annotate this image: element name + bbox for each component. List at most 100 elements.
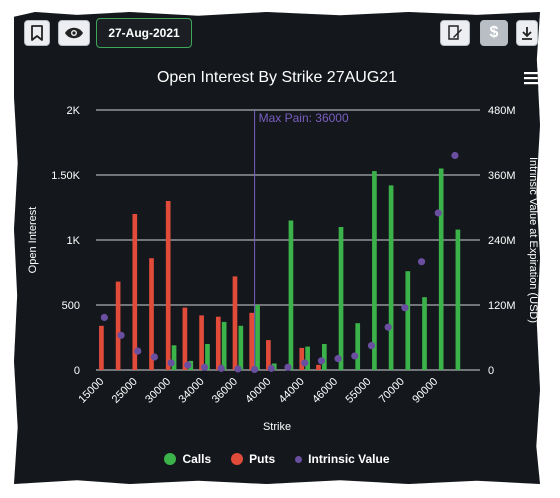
bar-calls — [321, 344, 327, 370]
bar-calls — [422, 297, 427, 370]
y2-tick-label: 240M — [488, 235, 516, 247]
bar-puts — [316, 364, 321, 370]
bar-puts — [115, 281, 121, 370]
intrinsic-point — [434, 209, 442, 217]
x-tick-label: 70000 — [377, 376, 407, 406]
legend-label-puts: Puts — [249, 452, 276, 466]
max-pain-label: Max Pain: 36000 — [259, 111, 349, 125]
bookmark-button[interactable] — [24, 20, 50, 46]
bar-calls — [221, 321, 227, 370]
bookmark-icon — [31, 25, 43, 41]
bar-puts — [232, 276, 238, 370]
x-axis-title: Strike — [263, 421, 291, 433]
bar-puts — [182, 307, 188, 370]
bar-calls — [338, 227, 344, 370]
x-tick-label: 25000 — [110, 376, 140, 406]
x-tick-label: 40000 — [243, 376, 273, 406]
y2-tick-label: 360M — [488, 170, 516, 182]
intrinsic-point — [417, 258, 426, 266]
intrinsic-point — [200, 363, 209, 371]
open-interest-chart: Max Pain: 36000 Open Interest By Strike … — [27, 69, 539, 433]
y-axis-title: Open Interest — [27, 207, 39, 274]
dollar-icon: $ — [489, 24, 499, 41]
legend-swatch-intrinsic — [295, 455, 303, 463]
intrinsic-point — [351, 352, 359, 360]
bar-calls — [405, 271, 411, 370]
x-tick-label: 55000 — [343, 376, 373, 406]
eye-icon — [65, 27, 83, 39]
y-tick-label: 1.50K — [51, 170, 80, 182]
visibility-button[interactable] — [58, 20, 90, 46]
intrinsic-point — [150, 353, 159, 361]
bar-puts — [249, 312, 255, 370]
legend-label-intrinsic: Intrinsic Value — [308, 452, 390, 466]
bar-calls — [305, 346, 310, 370]
price-button[interactable]: $ — [480, 20, 508, 46]
intrinsic-point — [217, 364, 225, 372]
intrinsic-point — [367, 342, 376, 350]
legend-swatch-puts — [231, 453, 244, 465]
bar-calls — [455, 229, 461, 370]
intrinsic-point — [401, 304, 409, 312]
intrinsic-point — [251, 365, 259, 374]
legend-item-puts[interactable]: Puts — [231, 452, 275, 466]
legend-label-calls: Calls — [182, 452, 212, 466]
bar-puts — [99, 325, 104, 370]
intrinsic-point — [451, 151, 459, 160]
bars — [99, 168, 461, 370]
bar-calls — [255, 305, 260, 370]
bar-calls — [288, 220, 294, 370]
x-tick-label: 15000 — [76, 376, 106, 406]
y-tick-label: 500 — [62, 300, 80, 312]
x-tick-label: 90000 — [410, 376, 440, 406]
bar-puts — [149, 258, 154, 370]
intrinsic-point — [234, 365, 242, 373]
intrinsic-point — [284, 363, 292, 371]
y2-tick-label: 480M — [488, 105, 516, 117]
y2-tick-label: 120M — [488, 300, 516, 312]
bar-puts — [266, 340, 271, 370]
y2-tick-label: 0 — [488, 365, 494, 377]
bar-puts — [165, 201, 171, 370]
y2-axis-title: Intrinsic Value at Expiration (USD) — [527, 157, 539, 323]
bar-puts — [199, 315, 204, 370]
download-button[interactable] — [516, 20, 538, 46]
intrinsic-point — [100, 313, 108, 322]
x-tick-label: 44000 — [277, 376, 307, 406]
intrinsic-point — [334, 355, 342, 363]
x-tick-label: 36000 — [210, 376, 240, 406]
intrinsic-point — [317, 357, 325, 365]
bar-puts — [132, 214, 138, 370]
chart-title: Open Interest By Strike 27AUG21 — [157, 69, 397, 86]
bar-calls — [355, 323, 361, 370]
legend-item-intrinsic[interactable]: Intrinsic Value — [295, 452, 390, 466]
expiry-date-picker[interactable]: 27-Aug-2021 — [96, 18, 192, 48]
bar-calls — [205, 344, 210, 370]
x-tick-label: 34000 — [177, 376, 207, 406]
edit-document-icon — [448, 25, 462, 40]
bar-puts — [215, 316, 221, 370]
bar-calls — [438, 168, 444, 370]
intrinsic-point — [301, 359, 309, 367]
x-tick-label: 30000 — [143, 376, 173, 406]
intrinsic-point — [267, 364, 275, 372]
legend-item-calls[interactable]: Calls — [164, 452, 211, 466]
intrinsic-point — [384, 323, 392, 331]
x-tick-label: 46000 — [310, 376, 340, 406]
edit-export-button[interactable] — [440, 20, 470, 46]
max-pain-layer: Max Pain: 36000 — [254, 110, 349, 370]
bar-calls — [388, 185, 394, 370]
bar-calls — [171, 345, 177, 370]
intrinsic-point — [117, 331, 125, 339]
download-icon — [522, 27, 532, 40]
y-tick-label: 2K — [67, 105, 81, 117]
intrinsic-point — [134, 347, 142, 355]
chart-legend: Calls Puts Intrinsic Value — [14, 452, 540, 466]
chart-menu-button[interactable] — [522, 68, 540, 88]
chart-panel: 27-Aug-2021 $ Max Pain: 36000 Open Inter… — [14, 12, 540, 484]
bar-calls — [372, 171, 377, 370]
bar-calls — [238, 325, 244, 370]
hamburger-menu-icon — [524, 72, 538, 85]
y-tick-label: 1K — [67, 235, 81, 247]
intrinsic-point — [167, 359, 175, 367]
